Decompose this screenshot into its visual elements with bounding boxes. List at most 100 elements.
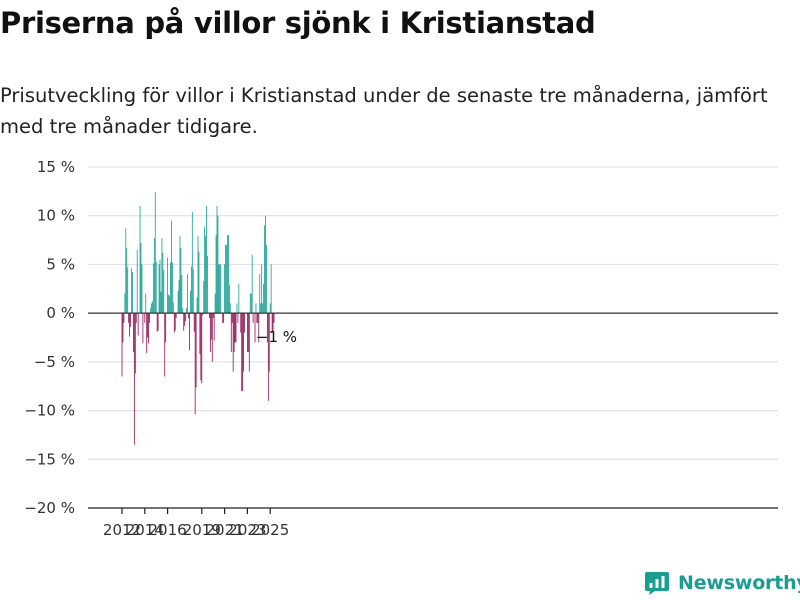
- bar: [147, 313, 149, 338]
- bar: [235, 313, 237, 343]
- y-tick-label: 15 %: [37, 158, 75, 176]
- bar: [172, 302, 174, 314]
- bar: [182, 308, 184, 314]
- bar: [183, 313, 185, 331]
- bar: [263, 283, 264, 314]
- bar: [267, 313, 269, 401]
- bar: [196, 297, 198, 314]
- bar: [177, 290, 179, 314]
- bar: [211, 313, 213, 362]
- bar: [195, 313, 197, 388]
- bar: [128, 313, 130, 323]
- bar: [230, 313, 232, 353]
- bar: [161, 238, 163, 314]
- bar: [223, 313, 225, 323]
- bar: [255, 303, 257, 314]
- bar: [185, 313, 187, 321]
- bar: [232, 313, 234, 372]
- bar: [146, 313, 148, 354]
- bar: [218, 264, 220, 314]
- bar: [210, 313, 212, 340]
- bar: [137, 313, 139, 336]
- bar: [215, 235, 217, 314]
- bar: [227, 235, 228, 314]
- y-tick-label: −20 %: [24, 499, 75, 517]
- bar: [224, 264, 225, 314]
- bar: [247, 313, 249, 353]
- bar: [228, 235, 229, 314]
- bar: [139, 205, 141, 314]
- bar: [162, 252, 164, 314]
- bar: [180, 247, 182, 314]
- bar: [168, 294, 169, 314]
- bar: [216, 205, 218, 314]
- bar: [164, 313, 166, 377]
- bar: [244, 313, 245, 333]
- bar: [149, 313, 150, 323]
- bar: [160, 291, 162, 314]
- bar: [158, 264, 160, 314]
- y-axis-tick-labels: 15 % 10 % 5 % 0 % −5 % −10 % −15 % −20 %: [24, 158, 75, 517]
- bar: [171, 220, 172, 314]
- bar: [217, 215, 219, 314]
- bar: [159, 259, 161, 314]
- bar: [129, 313, 130, 337]
- bar: [261, 264, 263, 314]
- bar: [238, 283, 240, 314]
- x-tick-label: 2019: [183, 521, 221, 539]
- bar: [269, 303, 271, 314]
- bar: [181, 275, 183, 314]
- chart-subtitle: Prisutveckling för villor i Kristianstad…: [0, 84, 768, 138]
- bar: [154, 192, 156, 314]
- x-tick-label: 2021: [206, 521, 244, 539]
- bar: [152, 301, 153, 314]
- bar: [268, 313, 270, 372]
- bar: [265, 215, 266, 314]
- x-tick-label: 2023: [228, 521, 266, 539]
- bar: [133, 313, 134, 353]
- bar: [188, 313, 189, 319]
- bar: [121, 313, 123, 377]
- bar: [135, 313, 137, 323]
- bar: [190, 266, 192, 314]
- bar: [131, 268, 132, 314]
- bar: [124, 293, 126, 314]
- bar: [191, 211, 193, 314]
- bar: [258, 313, 260, 343]
- bar: [270, 264, 272, 314]
- bar: [207, 255, 208, 314]
- bar: [205, 236, 206, 314]
- bar: [222, 313, 224, 323]
- bar: [127, 267, 129, 314]
- bar: [249, 293, 251, 314]
- bar: [179, 236, 181, 314]
- bar: [132, 272, 133, 314]
- bar: [141, 264, 143, 314]
- bar: [250, 293, 252, 314]
- bar: [212, 313, 214, 319]
- bar: [228, 284, 230, 314]
- bar: [126, 247, 128, 314]
- bar: [165, 313, 167, 343]
- chart-title: Priserna på villor sjönk i Kristianstad: [0, 6, 596, 40]
- bar: [190, 290, 191, 314]
- y-tick-label: −10 %: [24, 402, 75, 420]
- bar: [203, 280, 205, 314]
- bar: [153, 238, 155, 314]
- bar: [130, 313, 131, 327]
- bar: [134, 313, 136, 374]
- bar: [197, 236, 199, 314]
- bar: [201, 313, 203, 384]
- bar: [144, 313, 146, 323]
- bar: [145, 293, 147, 314]
- bar: [169, 295, 170, 314]
- bar: [155, 261, 157, 314]
- bar: [219, 264, 221, 314]
- bar: [234, 313, 236, 343]
- bar: [260, 303, 262, 314]
- bar: [200, 313, 202, 381]
- bar: [199, 313, 201, 355]
- bar: [140, 242, 142, 314]
- bar: [125, 228, 127, 314]
